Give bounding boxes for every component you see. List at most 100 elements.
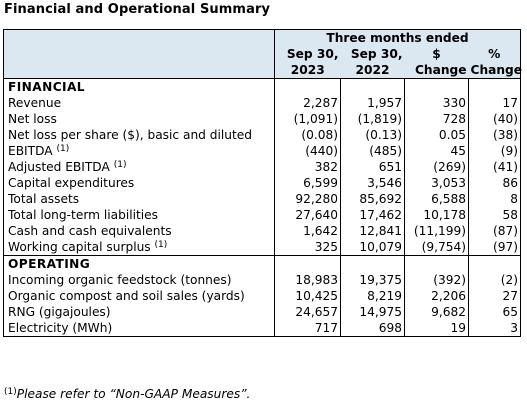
table-row: Cash and cash equivalents 1,642 12,841 (11,… — [3, 223, 521, 239]
cell-value: 19,375 — [340, 272, 405, 288]
cell-value: 1,642 — [274, 223, 341, 239]
row-label-text: Organic compost and soil sales (yards) — [8, 289, 245, 303]
cell-value: (392) — [404, 272, 469, 288]
header-col2-line2: 2022 — [340, 62, 405, 79]
cell-value: (485) — [340, 143, 405, 159]
cell-value: 8 — [468, 191, 521, 207]
header-col2-line1: Sep 30, — [340, 46, 405, 62]
cell-value: 717 — [274, 320, 341, 337]
cell-value: 92,280 — [274, 191, 341, 207]
row-label-text: Cash and cash equivalents — [8, 224, 172, 238]
header-col1-line2: 2023 — [274, 62, 341, 79]
cell-value: 1,957 — [340, 95, 405, 111]
cell-value: 65 — [468, 304, 521, 320]
cell-value: 651 — [340, 159, 405, 175]
cell-value: 58 — [468, 207, 521, 223]
cell-value: 9,682 — [404, 304, 469, 320]
cell-value: 6,588 — [404, 191, 469, 207]
row-label-text: RNG (gigajoules) — [8, 305, 111, 319]
cell-value: (41) — [468, 159, 521, 175]
cell-value: (38) — [468, 127, 521, 143]
cell-value: 86 — [468, 175, 521, 191]
footnote-text: Please refer to “Non-GAAP Measures”. — [16, 387, 251, 401]
footnote-marker: (1) — [4, 387, 17, 397]
table-row: Total long-term liabilities 27,640 17,462 1… — [3, 207, 521, 223]
row-label: Total assets — [3, 191, 275, 207]
header-blank — [3, 29, 275, 46]
cell-value: 330 — [404, 95, 469, 111]
cell-value: 382 — [274, 159, 341, 175]
cell-value: 19 — [404, 320, 469, 337]
row-label: EBITDA (1) — [3, 143, 275, 159]
row-label: Net loss — [3, 111, 275, 127]
table-row: RNG (gigajoules) 24,657 14,975 9,682 65 — [3, 304, 521, 320]
row-label: Capital expenditures — [3, 175, 275, 191]
row-label-text: Adjusted EBITDA — [8, 160, 110, 174]
cell-value: 27 — [468, 288, 521, 304]
cell-value: 3,053 — [404, 175, 469, 191]
header-col4-line2: Change — [468, 62, 523, 79]
table-row: Incoming organic feedstock (tonnes) 18,98… — [3, 272, 521, 288]
row-label-text: Working capital surplus — [8, 240, 151, 254]
table-row: Organic compost and soil sales (yards) 10… — [3, 288, 521, 304]
table-row: Net loss (1,091) (1,819) 728 (40) — [3, 111, 521, 127]
cell-value: (9) — [468, 143, 521, 159]
footnote-ref: (1) — [154, 240, 168, 250]
summary-table: Three months ended Sep 30, Sep 30, $ % 2… — [3, 29, 523, 337]
cell-value: 325 — [274, 239, 341, 256]
cell-value: (1,091) — [274, 111, 341, 127]
cell-value: 27,640 — [274, 207, 341, 223]
footnote-ref: (1) — [113, 160, 127, 170]
cell-value: (11,199) — [404, 223, 469, 239]
row-label: Net loss per share ($), basic and dilute… — [3, 127, 275, 143]
table-row: Working capital surplus (1) 325 10,079 (9,7… — [3, 239, 521, 256]
row-label: Electricity (MWh) — [3, 320, 275, 337]
footnote: (1)Please refer to “Non-GAAP Measures”. — [4, 387, 250, 401]
cell-value: 14,975 — [340, 304, 405, 320]
row-label: Adjusted EBITDA (1) — [3, 159, 275, 175]
header-col3-line2: Change — [404, 62, 469, 79]
row-label: Working capital surplus (1) — [3, 239, 275, 256]
table-row: EBITDA (1) (440) (485) 45 (9) — [3, 143, 521, 159]
row-label-text: Total assets — [8, 192, 80, 206]
cell-value: 17,462 — [340, 207, 405, 223]
row-label-text: Net loss — [8, 112, 57, 126]
table-row: Capital expenditures 6,599 3,546 3,053 86 — [3, 175, 521, 191]
row-label: Organic compost and soil sales (yards) — [3, 288, 275, 304]
cell-value: (440) — [274, 143, 341, 159]
cell-value: (2) — [468, 272, 521, 288]
header-col1-line1: Sep 30, — [274, 46, 341, 62]
row-label: RNG (gigajoules) — [3, 304, 275, 320]
table-row: Electricity (MWh) 717 698 19 3 — [3, 320, 521, 337]
cell-value: 698 — [340, 320, 405, 337]
row-label-text: Total long-term liabilities — [8, 208, 159, 222]
cell-value: (1,819) — [340, 111, 405, 127]
table-row: Total assets 92,280 85,692 6,588 8 — [3, 191, 521, 207]
cell-value: 24,657 — [274, 304, 341, 320]
cell-value: 10,425 — [274, 288, 341, 304]
table-row: Net loss per share ($), basic and dilute… — [3, 127, 521, 143]
operating-rows: Incoming organic feedstock (tonnes) 18,98… — [3, 272, 521, 337]
page-title: Financial and Operational Summary — [4, 2, 271, 17]
row-label-text: Incoming organic feedstock (tonnes) — [8, 273, 232, 287]
cell-value: 45 — [404, 143, 469, 159]
row-label: Incoming organic feedstock (tonnes) — [3, 272, 275, 288]
row-label: Revenue — [3, 95, 275, 111]
cell-value: 17 — [468, 95, 521, 111]
row-label-text: Capital expenditures — [8, 176, 135, 190]
footnote-ref: (1) — [56, 144, 70, 154]
table-row: Revenue 2,287 1,957 330 17 — [3, 95, 521, 111]
header-col3-line1: $ — [404, 46, 469, 62]
header-period: Three months ended — [274, 29, 521, 46]
cell-value: 2,206 — [404, 288, 469, 304]
cell-value: 12,841 — [340, 223, 405, 239]
section-heading-operating: OPERATING — [3, 255, 275, 272]
cell-value: (40) — [468, 111, 521, 127]
cell-value: 8,219 — [340, 288, 405, 304]
header-col4-line1: % — [468, 46, 521, 62]
section-heading-financial: FINANCIAL — [3, 78, 275, 95]
cell-value: 18,983 — [274, 272, 341, 288]
cell-value: (87) — [468, 223, 521, 239]
financial-rows: Revenue 2,287 1,957 330 17 Net loss (1,091) (1,… — [3, 95, 521, 256]
cell-value: (0.08) — [274, 127, 341, 143]
